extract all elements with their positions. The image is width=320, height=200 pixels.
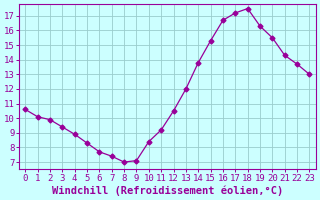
X-axis label: Windchill (Refroidissement éolien,°C): Windchill (Refroidissement éolien,°C)	[52, 185, 283, 196]
